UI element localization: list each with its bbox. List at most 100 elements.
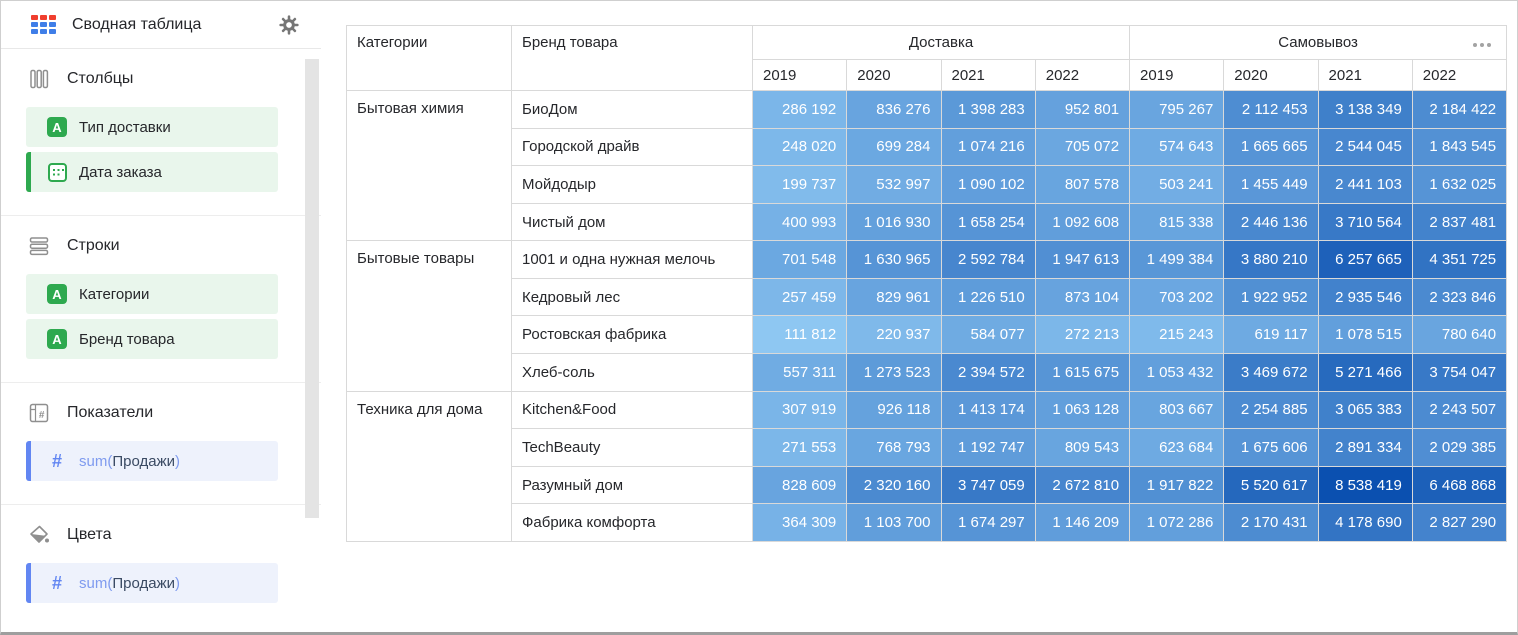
value-cell: 111 812 xyxy=(751,315,848,355)
year-header[interactable]: 2019 xyxy=(751,59,848,91)
value-cell: 2 112 453 xyxy=(1223,90,1319,129)
value-cell: 6 257 665 xyxy=(1317,240,1413,279)
value-cell: 4 351 725 xyxy=(1411,240,1508,279)
value-cell: 271 553 xyxy=(751,428,848,467)
table-row: TechBeauty 271 553 768 793 1 192 747 809 543… xyxy=(347,428,1508,467)
section-label: Показатели xyxy=(67,404,154,421)
value-cell: 557 311 xyxy=(751,353,848,392)
table-row: Бытовая химия БиоДом 286 192 836 276 1 398 2… xyxy=(346,89,1508,242)
value-cell: 286 192 xyxy=(751,90,848,129)
value-cell: 8 538 419 xyxy=(1317,465,1413,505)
value-cell: 926 118 xyxy=(846,390,942,430)
brand-cell: 1001 и одна нужная мелочь xyxy=(511,240,753,279)
value-cell: 1 092 608 xyxy=(1034,202,1131,242)
value-cell: 1 072 286 xyxy=(1129,503,1225,542)
value-cell: 1 053 432 xyxy=(1129,353,1225,392)
field-chip-label: Категории xyxy=(79,285,150,303)
settings-gear-icon[interactable] xyxy=(277,13,301,37)
field-chip[interactable]: # sum(Продажи) xyxy=(26,563,278,603)
value-cell: 3 065 383 xyxy=(1317,390,1413,430)
value-cell: 803 667 xyxy=(1129,390,1225,430)
value-cell: 2 837 481 xyxy=(1411,202,1508,242)
value-cell: 780 640 xyxy=(1411,315,1508,355)
section-columns: Столбцы A Тип доставки Дата заказа xyxy=(1,49,321,215)
brand-cell: Kitchen&Food xyxy=(511,390,753,430)
pivot-table: Категории Бренд товара Доставка Самовывоз 20… xyxy=(346,25,1508,542)
year-header[interactable]: 2022 xyxy=(1411,59,1508,91)
value-cell: 3 747 059 xyxy=(940,465,1036,505)
value-cell: 364 309 xyxy=(751,503,848,542)
section-rows: Строки A Категории A Бренд товара xyxy=(1,215,321,382)
value-cell: 199 737 xyxy=(751,165,848,204)
value-cell: 215 243 xyxy=(1129,315,1225,355)
year-header[interactable]: 2020 xyxy=(1223,59,1319,91)
brand-cell: БиоДом xyxy=(511,90,753,129)
year-header[interactable]: 2019 xyxy=(1129,59,1225,91)
value-cell: 1 665 665 xyxy=(1223,127,1319,167)
value-cell: 5 271 466 xyxy=(1317,353,1413,392)
table-menu-button[interactable] xyxy=(1470,40,1494,50)
config-sidebar: Сводная таблица xyxy=(1,1,321,632)
brand-cell: Городской драйв xyxy=(511,127,753,167)
value-cell: 795 267 xyxy=(1129,90,1225,129)
field-chip[interactable]: Дата заказа xyxy=(26,152,278,192)
year-header[interactable]: 2020 xyxy=(846,59,942,91)
table-row: Чистый дом 400 993 1 016 930 1 658 254 1 092… xyxy=(347,202,1508,242)
section-colors-header: Цвета xyxy=(1,521,321,549)
sidebar-scrollbar[interactable] xyxy=(305,59,319,518)
value-cell: 2 394 572 xyxy=(940,353,1036,392)
field-chip[interactable]: A Категории xyxy=(26,274,278,314)
measures-icon: # xyxy=(29,403,49,423)
string-field-icon: A xyxy=(47,284,67,304)
value-cell: 1 455 449 xyxy=(1223,165,1319,204)
colors-icon xyxy=(30,525,49,543)
pivot-table-icon xyxy=(31,15,56,34)
section-measures-header: # Показатели xyxy=(1,399,321,427)
value-cell: 1 078 515 xyxy=(1317,315,1413,355)
value-cell: 1 843 545 xyxy=(1411,127,1508,167)
chart-type-title: Сводная таблица xyxy=(72,15,202,33)
section-measures: # Показатели # sum(Продажи) xyxy=(1,382,321,504)
value-cell: 2 323 846 xyxy=(1411,277,1508,317)
value-cell: 1 146 209 xyxy=(1034,503,1131,542)
value-cell: 6 468 868 xyxy=(1411,465,1508,505)
brand-cell: Кедровый лес xyxy=(511,277,753,317)
value-cell: 248 020 xyxy=(751,127,848,167)
value-cell: 623 684 xyxy=(1129,428,1225,467)
value-cell: 1 630 965 xyxy=(846,240,942,279)
value-cell: 828 609 xyxy=(751,465,848,505)
value-cell: 503 241 xyxy=(1129,165,1225,204)
column-group-header[interactable]: Доставка xyxy=(751,25,1131,60)
value-cell: 257 459 xyxy=(751,277,848,317)
row-header-title[interactable]: Категории xyxy=(346,25,512,91)
row-header-title[interactable]: Бренд товара xyxy=(511,25,753,91)
value-cell: 701 548 xyxy=(751,240,848,279)
brand-cell: Хлеб-соль xyxy=(511,353,753,392)
field-chip[interactable]: A Тип доставки xyxy=(26,107,278,147)
value-cell: 1 499 384 xyxy=(1129,240,1225,279)
year-header[interactable]: 2021 xyxy=(1317,59,1413,91)
category-cell: Техника для дома xyxy=(346,390,512,542)
number-field-icon: # xyxy=(51,451,62,471)
value-cell: 2 827 290 xyxy=(1411,503,1508,542)
table-row: Городской драйв 248 020 699 284 1 074 216 70… xyxy=(347,127,1508,167)
value-cell: 1 273 523 xyxy=(846,353,942,392)
field-chip[interactable]: # sum(Продажи) xyxy=(26,441,278,481)
value-cell: 1 090 102 xyxy=(940,165,1036,204)
value-cell: 3 710 564 xyxy=(1317,202,1413,242)
year-header[interactable]: 2022 xyxy=(1034,59,1131,91)
year-header[interactable]: 2021 xyxy=(940,59,1036,91)
field-chip[interactable]: A Бренд товара xyxy=(26,319,278,359)
field-chip-label: Тип доставки xyxy=(79,118,171,136)
value-cell: 220 937 xyxy=(846,315,942,355)
value-cell: 1 615 675 xyxy=(1034,353,1131,392)
value-cell: 1 398 283 xyxy=(940,90,1036,129)
value-cell: 768 793 xyxy=(846,428,942,467)
value-cell: 3 138 349 xyxy=(1317,90,1413,129)
columns-icon xyxy=(30,69,49,89)
column-group-header[interactable]: Самовывоз xyxy=(1129,25,1508,60)
value-cell: 4 178 690 xyxy=(1317,503,1413,542)
table-row: Кедровый лес 257 459 829 961 1 226 510 873 1… xyxy=(347,277,1508,317)
section-label: Столбцы xyxy=(67,70,134,87)
